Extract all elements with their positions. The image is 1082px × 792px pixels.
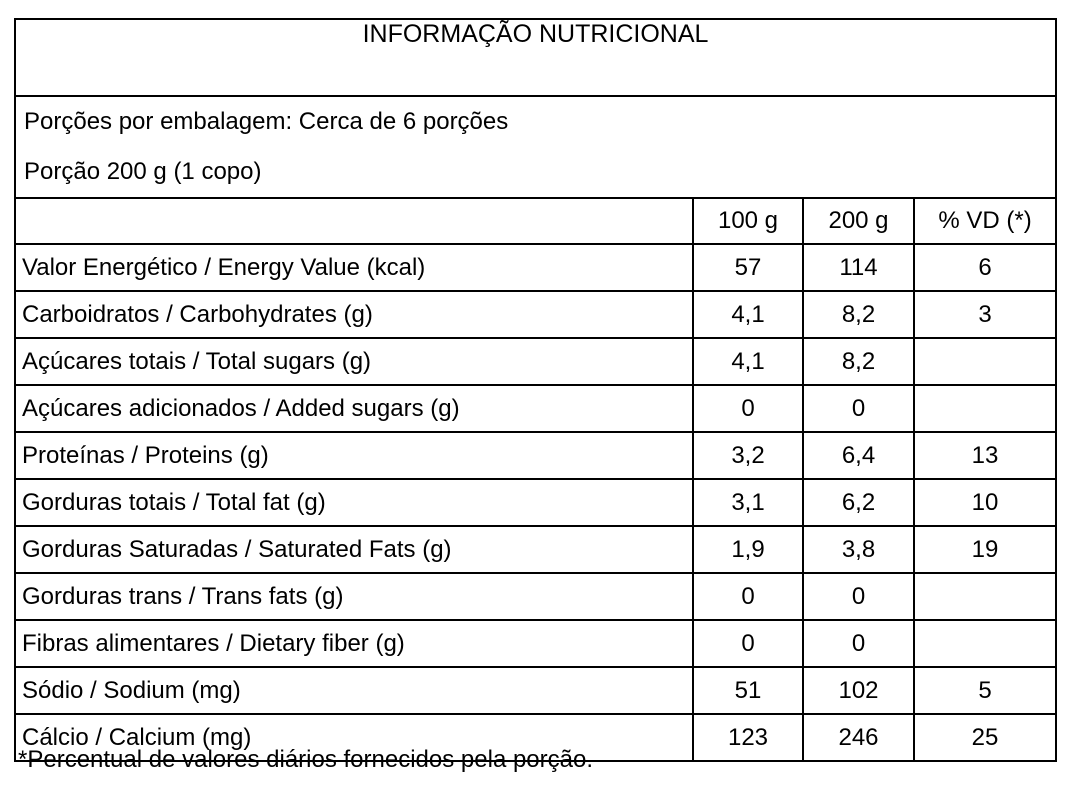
value-percent-vd: 6 — [912, 243, 1058, 292]
value-per-200g: 114 — [802, 243, 915, 292]
value-per-200g: 8,2 — [802, 290, 915, 339]
servings-per-package-text: Porções por embalagem: Cerca de 6 porçõe… — [24, 108, 509, 135]
value-percent-vd: 25 — [912, 713, 1058, 762]
column-header-100g: 100 g — [692, 197, 804, 245]
value-per-100g: 0 — [692, 619, 804, 668]
value-per-100g: 0 — [692, 384, 804, 433]
value-per-100g: 1,9 — [692, 525, 804, 574]
nutrition-facts-table: INFORMAÇÃO NUTRICIONAL Porções por embal… — [13, 18, 1058, 762]
table-row: Açúcares adicionados / Added sugars (g) … — [14, 384, 1058, 433]
value-per-100g: 4,1 — [692, 337, 804, 386]
nutrient-label: Cálcio / Calcium (mg) — [14, 713, 694, 762]
nutrient-label: Gorduras trans / Trans fats (g) — [14, 572, 694, 621]
nutrient-label: Gorduras Saturadas / Saturated Fats (g) — [14, 525, 694, 574]
value-per-100g: 57 — [692, 243, 804, 292]
table-row: Açúcares totais / Total sugars (g) 4,1 8… — [14, 337, 1058, 386]
table-row: Carboidratos / Carbohydrates (g) 4,1 8,2… — [14, 290, 1058, 339]
nutrient-label: Gorduras totais / Total fat (g) — [14, 478, 694, 527]
value-per-100g: 3,1 — [692, 478, 804, 527]
column-header-vd: % VD (*) — [912, 197, 1058, 245]
value-per-100g: 0 — [692, 572, 804, 621]
nutrient-label: Sódio / Sodium (mg) — [14, 666, 694, 715]
value-per-100g: 3,2 — [692, 431, 804, 480]
value-per-100g: 51 — [692, 666, 804, 715]
table-row: Gorduras trans / Trans fats (g) 0 0 — [14, 572, 1058, 621]
value-per-200g: 6,2 — [802, 478, 915, 527]
value-per-100g: 4,1 — [692, 290, 804, 339]
table-row: Sódio / Sodium (mg) 51 102 5 — [14, 666, 1058, 715]
table-title: INFORMAÇÃO NUTRICIONAL — [13, 18, 1058, 97]
value-percent-vd: 13 — [912, 431, 1058, 480]
table-row: Gorduras totais / Total fat (g) 3,1 6,2 … — [14, 478, 1058, 527]
value-percent-vd: 3 — [912, 290, 1058, 339]
column-header-row: 100 g 200 g % VD (*) — [14, 197, 1058, 245]
value-per-200g: 8,2 — [802, 337, 915, 386]
nutrient-label: Valor Energético / Energy Value (kcal) — [14, 243, 694, 292]
value-percent-vd — [912, 337, 1058, 386]
nutrient-label: Fibras alimentares / Dietary fiber (g) — [14, 619, 694, 668]
value-per-200g: 0 — [802, 572, 915, 621]
value-per-200g: 0 — [802, 619, 915, 668]
servings-row: Porções por embalagem: Cerca de 6 porçõe… — [13, 95, 1058, 199]
table-row: Fibras alimentares / Dietary fiber (g) 0… — [14, 619, 1058, 668]
value-per-100g: 123 — [692, 713, 804, 762]
column-header-empty — [14, 197, 694, 245]
value-percent-vd — [912, 384, 1058, 433]
title-row: INFORMAÇÃO NUTRICIONAL — [13, 18, 1058, 97]
nutrient-label: Carboidratos / Carbohydrates (g) — [14, 290, 694, 339]
serving-size-text: Porção 200 g (1 copo) — [24, 158, 262, 185]
table-row: Cálcio / Calcium (mg) 123 246 25 — [14, 713, 1058, 762]
value-per-200g: 0 — [802, 384, 915, 433]
value-percent-vd: 5 — [912, 666, 1058, 715]
table-row: Gorduras Saturadas / Saturated Fats (g) … — [14, 525, 1058, 574]
column-header-200g: 200 g — [802, 197, 915, 245]
table-row: Proteínas / Proteins (g) 3,2 6,4 13 — [14, 431, 1058, 480]
nutrient-label: Açúcares totais / Total sugars (g) — [14, 337, 694, 386]
daily-values-footnote: *Percentual de valores diários fornecido… — [18, 746, 594, 773]
nutrient-label: Açúcares adicionados / Added sugars (g) — [14, 384, 694, 433]
value-per-200g: 3,8 — [802, 525, 915, 574]
table-row: Valor Energético / Energy Value (kcal) 5… — [14, 243, 1058, 292]
value-percent-vd — [912, 619, 1058, 668]
value-per-200g: 102 — [802, 666, 915, 715]
value-percent-vd — [912, 572, 1058, 621]
value-percent-vd: 19 — [912, 525, 1058, 574]
value-per-200g: 246 — [802, 713, 915, 762]
value-percent-vd: 10 — [912, 478, 1058, 527]
nutrient-label: Proteínas / Proteins (g) — [14, 431, 694, 480]
servings-cell: Porções por embalagem: Cerca de 6 porçõe… — [13, 95, 1058, 199]
value-per-200g: 6,4 — [802, 431, 915, 480]
